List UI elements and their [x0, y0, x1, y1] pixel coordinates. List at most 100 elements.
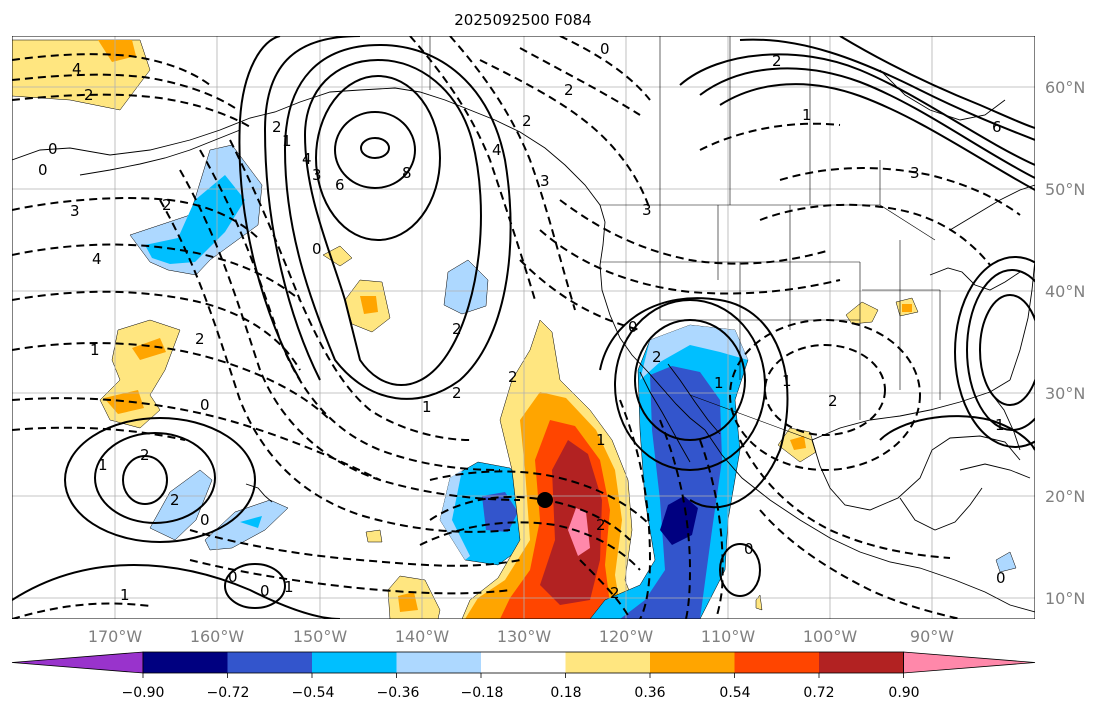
shade-positive-b [322, 245, 353, 267]
chart-title: 2025092500 F084 [454, 11, 591, 29]
lat-label: 30°N [1045, 384, 1085, 403]
contour-label: 1 [120, 586, 130, 604]
contour-label: 2 [452, 320, 462, 338]
shade-negative-c-light [440, 470, 470, 560]
contour-label: 2 [828, 392, 838, 410]
gridlines [12, 36, 1035, 619]
contour-dash-south-1 [189, 529, 521, 567]
colorbar-tick-labels: −0.90 −0.72 −0.54 −0.36 −0.18 0.18 0.36 … [122, 685, 920, 701]
lon-label: 140°W [395, 627, 450, 646]
contour-label: 1 [282, 132, 292, 150]
shading-layer [12, 39, 1017, 619]
contour-dash-center-1 [409, 36, 536, 301]
shade-positive-d-core [398, 592, 418, 612]
contour-high-ring-3 [315, 75, 441, 241]
contour-label: 0 [744, 540, 754, 558]
contour-label: 2 [84, 86, 94, 104]
colorbar-tick-label: 0.18 [550, 685, 581, 701]
contour-label: 2 [170, 491, 180, 509]
contour-ne-1 [679, 53, 1035, 166]
shade-negative-band-mid [620, 366, 722, 619]
contour-high-ring-6 [263, 36, 361, 381]
coast-great-lakes [929, 267, 1021, 291]
contour-dash-w-1 [12, 197, 261, 241]
contour-west-ring-1 [122, 455, 168, 505]
contour-label: 0 [628, 318, 638, 336]
contour-label: 1 [98, 456, 108, 474]
contour-dash-gulf-1 [739, 439, 951, 559]
contour-label: 2 [452, 384, 462, 402]
storm-center-marker [537, 492, 553, 508]
shade-negative-sw2 [204, 499, 289, 551]
contour-dash-band-3 [699, 439, 724, 619]
contour-dash-nw-1 [12, 53, 211, 86]
contour-ne-5 [839, 36, 1035, 129]
coast-gulf-north [811, 379, 1011, 441]
contour-dash-w-4 [12, 342, 331, 421]
latitude-labels: 60°N 50°N 40°N 30°N 20°N 10°N [1045, 78, 1085, 608]
shade-negative-band-core [660, 496, 698, 545]
contour-dash-east-6 [699, 122, 841, 151]
shade-negative-band-light [640, 325, 748, 380]
contour-high-ring-2 [334, 111, 416, 189]
contour-high-ring-5 [283, 43, 512, 400]
shade-positive-c [365, 529, 383, 543]
contour-label: 0 [200, 511, 210, 529]
contour-dash-band-2 [659, 419, 692, 619]
shade-positive-f [845, 301, 879, 325]
contour-dash-w-5 [12, 397, 381, 481]
contour-label: 3 [540, 172, 550, 190]
contour-dash-storm-3 [429, 470, 651, 526]
contour-high-ring-4 [303, 58, 482, 386]
colorbar-extend-max [903, 651, 1036, 674]
contour-dash-trough-4 [159, 199, 511, 533]
contour-dash-band-1 [619, 399, 652, 619]
colorbar-segment [312, 652, 397, 673]
contour-label: 1 [782, 372, 792, 390]
shade-negative-cp-core [145, 175, 245, 264]
contour-sw-1 [12, 564, 341, 619]
colorbar-segment [650, 652, 735, 673]
contour-label: 6 [335, 176, 345, 194]
contour-dash-nw-3 [12, 93, 253, 129]
contour-label: 1 [422, 398, 432, 416]
contour-label: 2 [195, 330, 205, 348]
coast-gulf-california [667, 363, 721, 435]
colorbar-tick-label: −0.36 [377, 685, 420, 701]
lon-label: 120°W [599, 627, 654, 646]
contour-dash-gulf-2 [759, 509, 961, 619]
colorbar-tick-label: 0.90 [888, 685, 919, 701]
contour-label: 4 [492, 141, 502, 159]
coast-alaska [12, 87, 606, 223]
shade-positive-nw-core [98, 40, 136, 62]
contour-label: 6 [992, 118, 1002, 136]
contour-label: 0 [228, 568, 238, 586]
lat-label: 10°N [1045, 589, 1085, 608]
lat-label: 50°N [1045, 180, 1085, 199]
contour-label: 1 [714, 374, 724, 392]
contour-dash-center-3 [479, 59, 651, 211]
contour-label: 1 [596, 431, 606, 449]
contour-label: 2 [162, 196, 172, 214]
contour-ridge-3 [599, 297, 789, 509]
lat-label: 40°N [1045, 282, 1085, 301]
contour-sw-low [224, 563, 286, 609]
contour-label: 1 [995, 416, 1005, 434]
contour-label: 3 [312, 166, 322, 184]
contour-label: 0 [600, 40, 610, 58]
contour-label: 4 [92, 250, 102, 268]
shade-positive-a-core [360, 296, 378, 314]
shade-negative-sw2-core [240, 516, 262, 528]
contour-label: 3 [70, 202, 80, 220]
map-area: 4 2 0 0 3 2 4 2 1 0 2 1 0 0 1 2 1 2 0 0 … [12, 36, 1035, 619]
contour-dash-w-2 [12, 243, 301, 301]
contour-label: 2 [652, 348, 662, 366]
colorbar-tick-label: −0.54 [292, 685, 335, 701]
contour-label: 0 [996, 569, 1006, 587]
coast-yucatan [899, 487, 983, 531]
contour-east-high-3 [954, 256, 1035, 448]
contour-dash-center-4 [519, 47, 641, 116]
coast-west-us [599, 221, 706, 431]
coast-gulf-mexico [811, 435, 1021, 511]
contour-label: 1 [90, 341, 100, 359]
